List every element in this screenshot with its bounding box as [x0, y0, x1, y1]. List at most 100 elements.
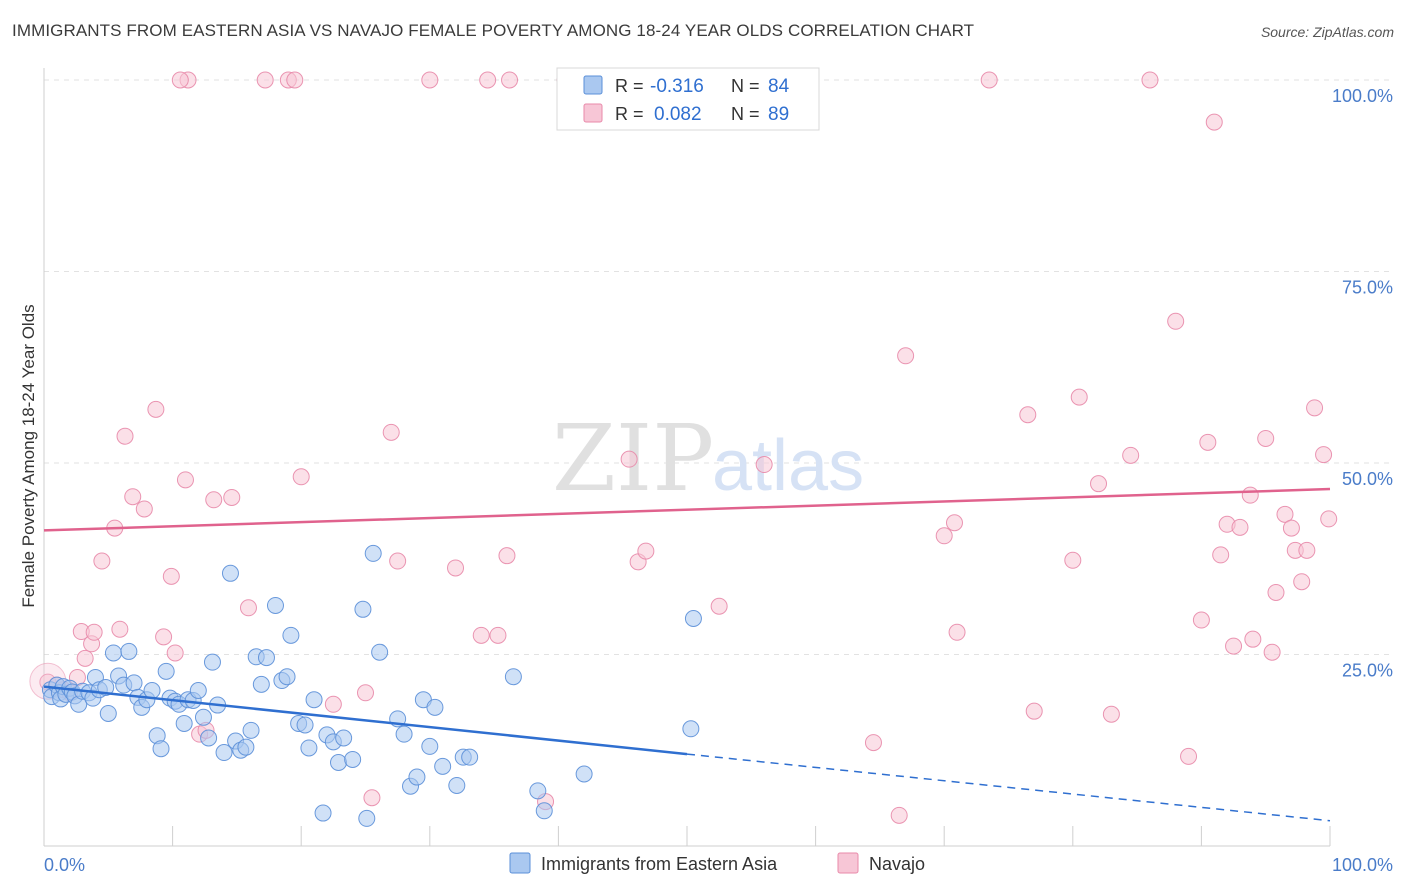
eastern-asia-point [682, 720, 700, 738]
navajo-point [1070, 388, 1088, 406]
eastern-asia-point [97, 678, 115, 696]
navajo-point [1199, 433, 1217, 451]
navajo-point [223, 488, 241, 506]
eastern-asia-point [143, 682, 161, 700]
navajo-point [1090, 475, 1108, 493]
navajo-point [897, 347, 915, 365]
navajo-point [1212, 546, 1230, 564]
eastern-asia-point [237, 738, 255, 756]
stats-r-label-2: R = [615, 104, 644, 124]
grid-lines [44, 79, 1392, 655]
navajo-point [155, 628, 173, 646]
navajo-point [948, 623, 966, 641]
eastern-asia-point [257, 649, 275, 667]
eastern-asia-trend-extension [686, 753, 1331, 822]
eastern-asia-point [189, 682, 207, 700]
stats-swatch-navajo [583, 103, 603, 123]
navajo-point [147, 400, 165, 418]
eastern-asia-point [215, 744, 233, 762]
eastern-asia-point [575, 765, 593, 783]
stats-n-value-eastern-asia: 84 [768, 76, 790, 97]
navajo-point [1306, 399, 1324, 417]
navajo-point [498, 547, 516, 565]
eastern-asia-point [358, 809, 376, 827]
eastern-asia-point [152, 740, 170, 758]
eastern-asia-point [157, 662, 175, 680]
navajo-point [1205, 113, 1223, 131]
eastern-asia-trend-line [43, 685, 688, 756]
watermark-atlas: atlas [712, 426, 864, 506]
navajo-point [292, 468, 310, 486]
navajo-point [1276, 505, 1294, 523]
navajo-point [111, 620, 129, 638]
eastern-asia-point [305, 691, 323, 709]
legend-swatch-eastern-asia [509, 852, 531, 874]
navajo-point [1320, 510, 1338, 528]
eastern-asia-point [684, 609, 702, 627]
stats-r-value-eastern-asia: -0.316 [650, 76, 704, 97]
eastern-asia-point [371, 643, 389, 661]
eastern-asia-point [329, 754, 347, 772]
stats-r-label-1: R = [615, 76, 644, 96]
eastern-asia-point [535, 802, 553, 820]
navajo-point [1231, 518, 1249, 536]
watermark: ZIP atlas [552, 405, 864, 512]
source-label: Source: ZipAtlas.com [1260, 24, 1394, 40]
navajo-point [489, 626, 507, 644]
navajo-point [472, 626, 490, 644]
navajo-point [755, 456, 773, 474]
eastern-asia-point [104, 644, 122, 662]
eastern-asia-point [242, 721, 260, 739]
navajo-point [1315, 446, 1333, 464]
eastern-asia-point [221, 564, 239, 582]
eastern-asia-point [296, 716, 314, 734]
navajo-point [637, 542, 655, 560]
legend-label-navajo: Navajo [869, 854, 925, 874]
navajo-point [935, 527, 953, 545]
x-tick-labels: 0.0% 100.0% [44, 855, 1393, 875]
navajo-point [324, 695, 342, 713]
eastern-asia-point [504, 668, 522, 686]
eastern-asia-points [41, 544, 702, 827]
navajo-point [1298, 541, 1316, 559]
y-tick-label: 25.0% [1342, 661, 1393, 681]
eastern-asia-point [99, 704, 117, 722]
trend-lines [43, 487, 1331, 822]
eastern-asia-point [421, 737, 439, 755]
navajo-point [389, 552, 407, 570]
y-axis-label: Female Poverty Among 18-24 Year Olds [19, 304, 38, 607]
eastern-asia-point [461, 748, 479, 766]
navajo-point [620, 450, 638, 468]
eastern-asia-point [448, 776, 466, 794]
eastern-asia-point [314, 804, 332, 822]
navajo-point [135, 500, 153, 518]
axes [43, 68, 1331, 847]
navajo-point [710, 597, 728, 615]
navajo-point [176, 471, 194, 489]
stats-swatch-eastern-asia [583, 75, 603, 95]
navajo-point [501, 71, 519, 89]
eastern-asia-point [278, 668, 296, 686]
navajo-trend-line [43, 487, 1331, 532]
y-tick-label: 50.0% [1342, 469, 1393, 489]
eastern-asia-point [120, 642, 138, 660]
navajo-point [357, 684, 374, 702]
eastern-asia-point [395, 725, 413, 743]
y-tick-labels: 25.0% 50.0% 75.0% 100.0% [1332, 86, 1393, 681]
stats-n-label-2: N = [731, 104, 760, 124]
navajo-point [1241, 486, 1259, 504]
stats-r-value-navajo: 0.082 [654, 104, 702, 125]
navajo-point [124, 488, 142, 506]
eastern-asia-point [335, 729, 353, 747]
navajo-point [864, 734, 882, 752]
eastern-asia-point [175, 714, 193, 732]
eastern-asia-point [408, 768, 426, 786]
navajo-point [93, 552, 111, 570]
eastern-asia-point [203, 653, 221, 671]
eastern-asia-point [194, 708, 212, 726]
navajo-point [1167, 312, 1185, 330]
navajo-point [162, 567, 180, 585]
navajo-point [1282, 519, 1300, 537]
navajo-point [1122, 446, 1140, 464]
navajo-point [256, 71, 274, 89]
